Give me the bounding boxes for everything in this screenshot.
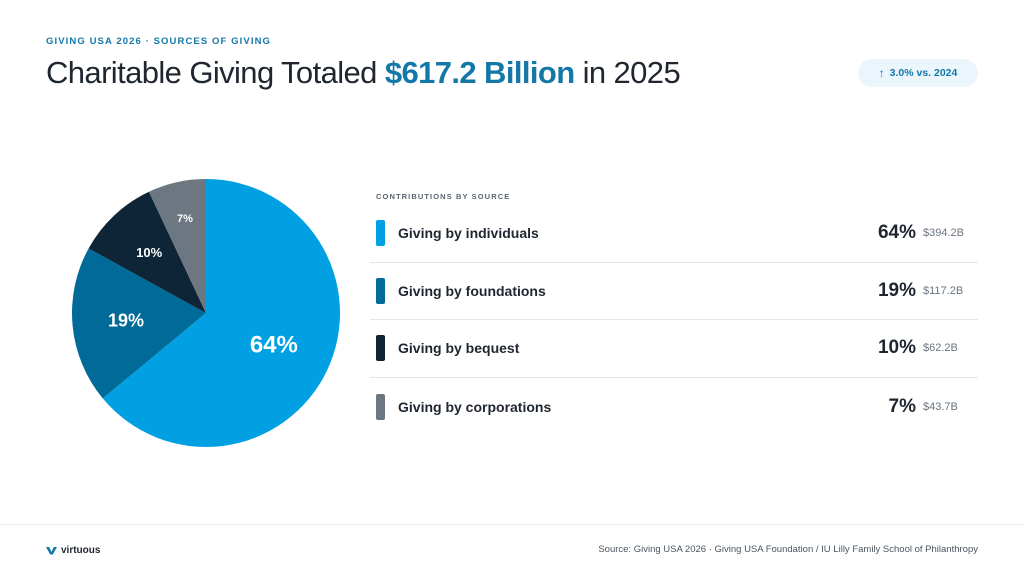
- pie-label-bequest: 10%: [136, 245, 162, 260]
- source-citation: Source: Giving USA 2026 · Giving USA Fou…: [598, 544, 978, 555]
- pie-slice-individuals: [102, 179, 340, 447]
- legend-percent: 19%: [877, 279, 916, 301]
- legend-swatch: [376, 277, 385, 304]
- pie-label-foundations: 19%: [108, 311, 144, 331]
- title-highlight: $617.2 Billion: [384, 55, 575, 90]
- virtuous-v-icon: [46, 547, 57, 555]
- page-title: Charitable Giving Totaled $617.2 Billion…: [46, 55, 681, 91]
- legend-title: CONTRIBUTIONS BY SOURCE: [376, 192, 511, 201]
- virtuous-logo: virtuous: [46, 545, 100, 556]
- pie-slice-foundations: [72, 248, 207, 399]
- logo-text: virtuous: [61, 545, 101, 556]
- growth-badge: ↑ 3.0% vs. 2024: [858, 59, 978, 87]
- title-suffix: in 2025: [574, 55, 681, 90]
- legend-percent: 64%: [877, 222, 916, 244]
- legend-row-bequest: Giving by bequest 10% $62.2B: [370, 320, 978, 378]
- pie-label-individuals: 64%: [250, 331, 298, 358]
- arrow-up-icon: ↑: [878, 66, 885, 80]
- eyebrow-label: GIVING USA 2026 · SOURCES OF GIVING: [46, 36, 272, 47]
- legend-row-foundations: Giving by foundations 19% $117.2B: [370, 263, 978, 321]
- legend-amount: $62.2B: [923, 342, 958, 355]
- legend-percent: 7%: [888, 395, 916, 417]
- legend-swatch: [376, 393, 385, 420]
- legend-label: Giving by individuals: [398, 225, 539, 242]
- legend-swatch: [376, 335, 385, 362]
- legend-amount: $394.2B: [923, 227, 964, 240]
- growth-badge-text: 3.0% vs. 2024: [889, 67, 958, 79]
- legend-percent: 10%: [877, 337, 916, 359]
- legend-row-corporations: Giving by corporations 7% $43.7B: [370, 378, 978, 436]
- footer-divider: [0, 524, 1024, 525]
- legend-label: Giving by bequest: [398, 340, 520, 357]
- pie-label-corporations: 7%: [177, 213, 193, 225]
- legend: Giving by individuals 64% $394.2B Giving…: [370, 205, 978, 435]
- legend-swatch: [376, 220, 385, 247]
- legend-amount: $43.7B: [923, 400, 958, 413]
- legend-amount: $117.2B: [923, 284, 964, 297]
- legend-label: Giving by corporations: [398, 398, 552, 415]
- pie-chart: 64% 19% 10% 7%: [72, 179, 340, 447]
- pie-slice-corporations: [148, 179, 206, 313]
- title-prefix: Charitable Giving Totaled: [46, 55, 385, 90]
- pie-slice-bequest: [88, 191, 206, 313]
- legend-row-individuals: Giving by individuals 64% $394.2B: [370, 205, 978, 263]
- legend-label: Giving by foundations: [398, 282, 546, 299]
